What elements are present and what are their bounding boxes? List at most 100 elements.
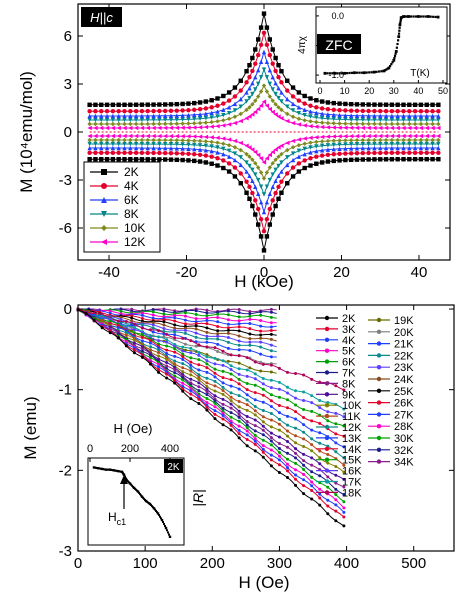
zfc-point: [331, 72, 334, 75]
top-point-4K: [247, 74, 252, 80]
top-point-10K: [319, 120, 325, 125]
hc1-point: [100, 467, 102, 470]
top-point-12K: [238, 118, 243, 124]
top-point-8K: [104, 141, 110, 147]
bottom-point-32K: [205, 311, 209, 315]
bottom-point-3K: [140, 353, 144, 357]
bottom-point-20K: [259, 360, 263, 364]
top-point-12K: [192, 134, 197, 139]
top-point-12K: [383, 133, 389, 139]
hc1-point: [158, 514, 160, 517]
top-point-6K: [331, 112, 336, 118]
top-point-4K: [407, 150, 412, 156]
top-point-12K: [389, 125, 395, 131]
top-point-10K: [215, 140, 220, 145]
bottom-point-24K: [216, 332, 220, 336]
bottom-point-18K: [253, 360, 257, 364]
top-point-6K: [215, 150, 220, 155]
top-point-2K: [232, 174, 238, 179]
bottom-point-15K: [221, 369, 225, 373]
top-point-2K: [139, 157, 145, 162]
hc1-point: [156, 511, 158, 514]
bottom-point-22K: [226, 340, 230, 344]
top-point-2K: [255, 37, 261, 42]
top-point-4K: [424, 108, 429, 114]
zfc-ytick-label: -1.0: [328, 70, 344, 80]
top-point-4K: [366, 150, 371, 156]
top-point-10K: [151, 121, 156, 127]
bottom-point-6K: [334, 493, 338, 497]
top-point-4K: [203, 153, 209, 158]
bottom-point-14K: [310, 419, 314, 423]
top-point-10K: [308, 119, 313, 124]
top-point-4K: [430, 150, 435, 156]
bottom-point-9K: [173, 365, 177, 369]
top-point-6K: [145, 145, 150, 151]
bottom-legend-label-13K: 13K: [342, 433, 362, 445]
bottom-point-2K: [269, 464, 273, 468]
bottom-point-27K: [108, 311, 112, 315]
top-point-8K: [279, 160, 284, 165]
bottom-point-32K: [269, 310, 273, 314]
bottom-point-24K: [248, 337, 252, 341]
bottom-point-22K: [205, 337, 209, 341]
top-point-10K: [360, 121, 366, 127]
bottom-point-19K: [183, 348, 187, 352]
top-point-4K: [436, 108, 441, 114]
bottom-series-group: [76, 307, 346, 528]
top-point-12K: [174, 133, 180, 139]
top-point-10K: [325, 120, 331, 126]
bottom-point-6K: [277, 451, 281, 455]
bottom-point-17K: [197, 351, 201, 355]
top-point-8K: [383, 141, 389, 147]
bottom-point-12K: [197, 373, 201, 377]
top-point-12K: [343, 125, 348, 130]
top-point-12K: [290, 138, 296, 144]
top-point-2K: [99, 157, 104, 162]
top-point-8K: [314, 144, 319, 149]
bottom-point-24K: [205, 330, 209, 334]
bottom-point-17K: [205, 355, 209, 359]
top-point-8K: [110, 117, 116, 123]
top-point-2K: [244, 69, 249, 74]
top-point-4K: [122, 108, 127, 114]
top-point-4K: [337, 107, 342, 113]
bottom-point-7K: [269, 439, 273, 443]
top-point-8K: [378, 117, 383, 123]
bottom-point-12K: [221, 385, 225, 389]
top-point-4K: [110, 108, 116, 114]
top-point-4K: [395, 108, 400, 114]
top-point-8K: [418, 117, 424, 123]
top-point-2K: [418, 157, 424, 162]
bottom-point-10K: [334, 464, 338, 468]
top-point-8K: [354, 142, 360, 147]
top-point-4K: [238, 88, 243, 93]
top-point-12K: [337, 134, 342, 139]
top-point-2K: [276, 62, 281, 68]
top-point-4K: [157, 150, 162, 156]
top-point-12K: [407, 125, 412, 131]
bottom-point-2K: [108, 331, 112, 335]
bottom-plot-frame: [77, 304, 455, 552]
bottom-point-11K: [213, 384, 217, 388]
top-point-10K: [244, 151, 249, 157]
bottom-point-28K: [151, 313, 155, 317]
bottom-point-8K: [189, 381, 193, 385]
bottom-point-15K: [189, 356, 193, 360]
bottom-point-15K: [326, 419, 330, 423]
bottom-point-16K: [253, 377, 257, 381]
top-point-6K: [145, 113, 150, 119]
top-legend-marker-6K: [101, 197, 107, 203]
bottom-point-26K: [173, 319, 177, 323]
bottom-point-19K: [205, 353, 209, 357]
top-point-10K: [302, 141, 307, 146]
bottom-point-23K: [194, 331, 198, 335]
top-series-2K: [87, 11, 441, 253]
top-point-12K: [372, 125, 377, 131]
top-point-2K: [360, 157, 366, 162]
bottom-point-26K: [130, 314, 134, 318]
top-point-8K: [261, 192, 267, 197]
bottom-point-26K: [237, 325, 241, 329]
top-legend-label-10K: 10K: [124, 221, 145, 235]
top-point-10K: [232, 114, 238, 119]
